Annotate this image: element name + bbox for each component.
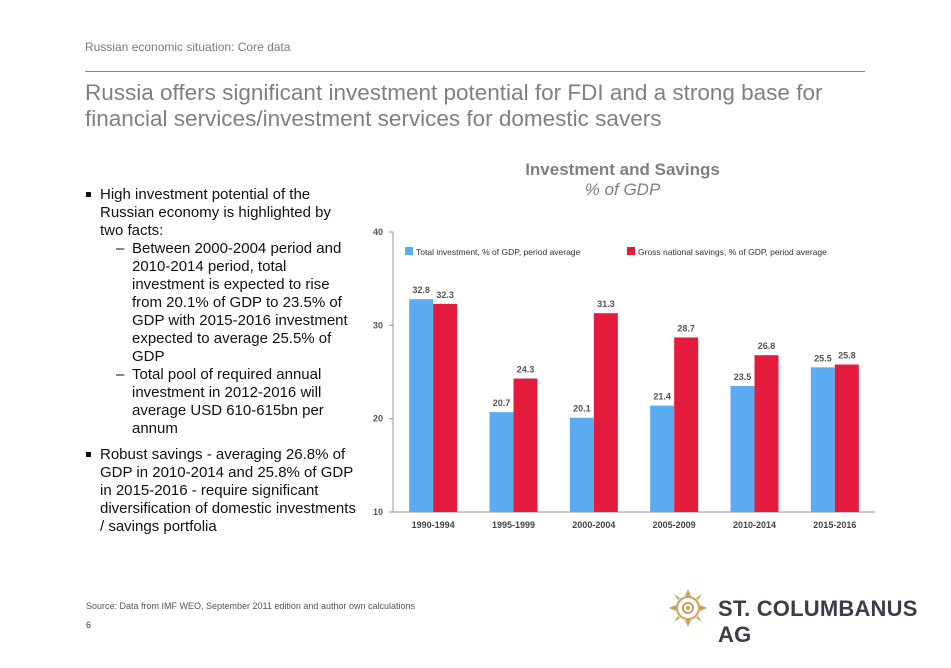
bullet-list: High investment potential of the Russian… [86,186,356,544]
legend-label: Gross national savings, % of GDP, period… [638,247,827,257]
legend-label: Total investment, % of GDP, period avera… [416,247,581,257]
bar [730,386,755,512]
y-tick-label: 20 [373,414,383,424]
investment-savings-chart: 10 20 30 40 Total investment, % of GDP, peri… [373,227,875,530]
bar [593,313,618,512]
bar [650,405,675,512]
data-label: 20.7 [493,398,511,408]
section-kicker: Russian economic situation: Core data [85,40,291,54]
logo-text: ST. COLUMBANUS AG [718,596,918,647]
page-number: 6 [86,620,92,630]
category-label: 2010-2014 [733,520,776,530]
category-label: 1995-1999 [492,520,535,530]
data-label: 25.5 [814,353,832,363]
bullet-item: High investment potential of the Russian… [86,186,356,438]
data-label: 32.3 [436,290,454,300]
category-label: 1990-1994 [412,520,455,530]
y-tick-label: 30 [373,320,383,330]
y-tick-label: 40 [373,227,383,237]
bar [754,355,779,512]
bar [433,303,458,512]
data-label: 26.8 [758,341,776,351]
bullet-item: Robust savings - averaging 26.8% of GDP … [86,446,356,536]
data-label: 24.3 [517,365,535,375]
bar [674,337,699,512]
legend-swatch [405,247,413,255]
chart-subtitle: % of GDP [584,180,661,199]
sub-bullet-item: Between 2000-2004 period and 2010-2014 p… [116,240,356,366]
legend-swatch [627,247,635,255]
data-label: 21.4 [653,392,671,402]
data-label: 31.3 [597,299,615,309]
page-title: Russia offers significant investment pot… [85,80,823,131]
category-label: 2000-2004 [572,520,615,530]
bar [810,367,835,512]
header-divider [85,71,865,72]
bullet-text: Robust savings - averaging 26.8% of GDP … [100,446,356,535]
category-label: 2015-2016 [813,520,856,530]
data-label: 28.7 [677,323,695,333]
data-label: 20.1 [573,404,591,414]
chart-title: Investment and Savings [525,160,720,179]
sub-bullet-item: Total pool of required annual investment… [116,366,356,438]
data-label: 25.8 [838,351,856,361]
y-tick-label: 10 [373,507,383,517]
category-label: 2005-2009 [653,520,696,530]
bar [513,378,538,512]
footer-source: Source: Data from IMF WEO, September 201… [86,601,415,611]
bar [489,412,514,512]
bullet-text: High investment potential of the Russian… [100,186,331,239]
bar [834,364,859,512]
crest-icon [669,589,707,627]
bar [409,299,434,512]
bar [569,417,594,512]
sub-bullet-list: Between 2000-2004 period and 2010-2014 p… [100,240,356,438]
data-label: 23.5 [734,372,752,382]
data-label: 32.8 [412,285,430,295]
